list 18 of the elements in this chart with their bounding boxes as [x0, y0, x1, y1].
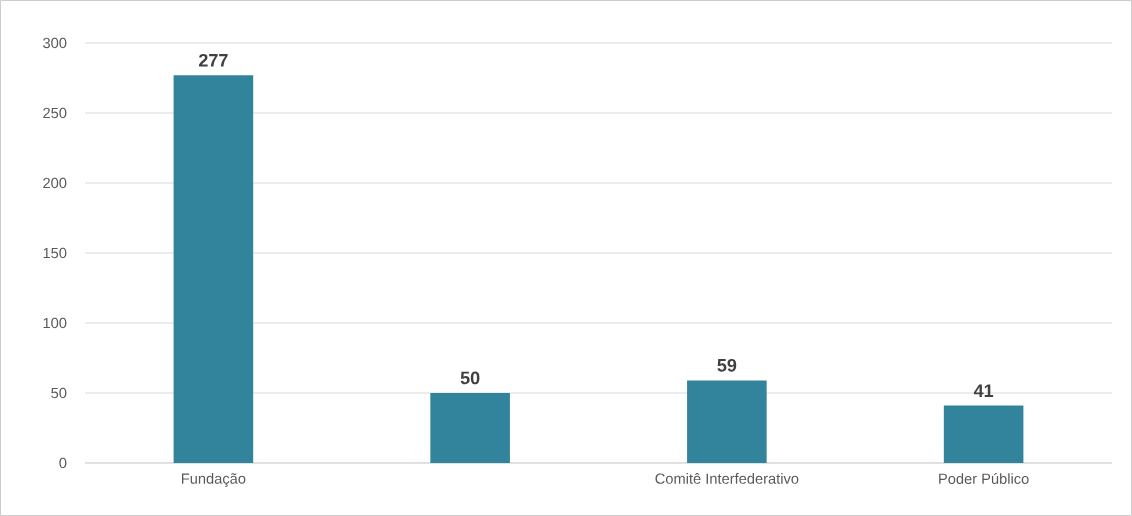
y-tick-label: 100	[43, 317, 67, 329]
data-label: 41	[973, 384, 994, 397]
x-tick-label: Poder Público	[939, 473, 1029, 484]
y-tick-label: 50	[51, 387, 67, 399]
bar	[943, 405, 1024, 463]
y-tick-label: 150	[43, 247, 67, 259]
y-tick-label: 0	[59, 457, 67, 469]
x-tick-label: Comitê Interfederativo	[655, 473, 799, 484]
y-tick-label: 300	[43, 37, 67, 49]
bar	[173, 75, 254, 463]
data-label: 277	[198, 53, 228, 67]
bar	[430, 392, 510, 463]
bar	[687, 380, 767, 463]
y-tick-label: 250	[43, 107, 67, 119]
y-tick-label: 200	[43, 177, 67, 189]
x-tick-label: Fundação	[181, 473, 246, 487]
data-label: 59	[717, 358, 737, 372]
data-label: 50	[460, 371, 480, 385]
